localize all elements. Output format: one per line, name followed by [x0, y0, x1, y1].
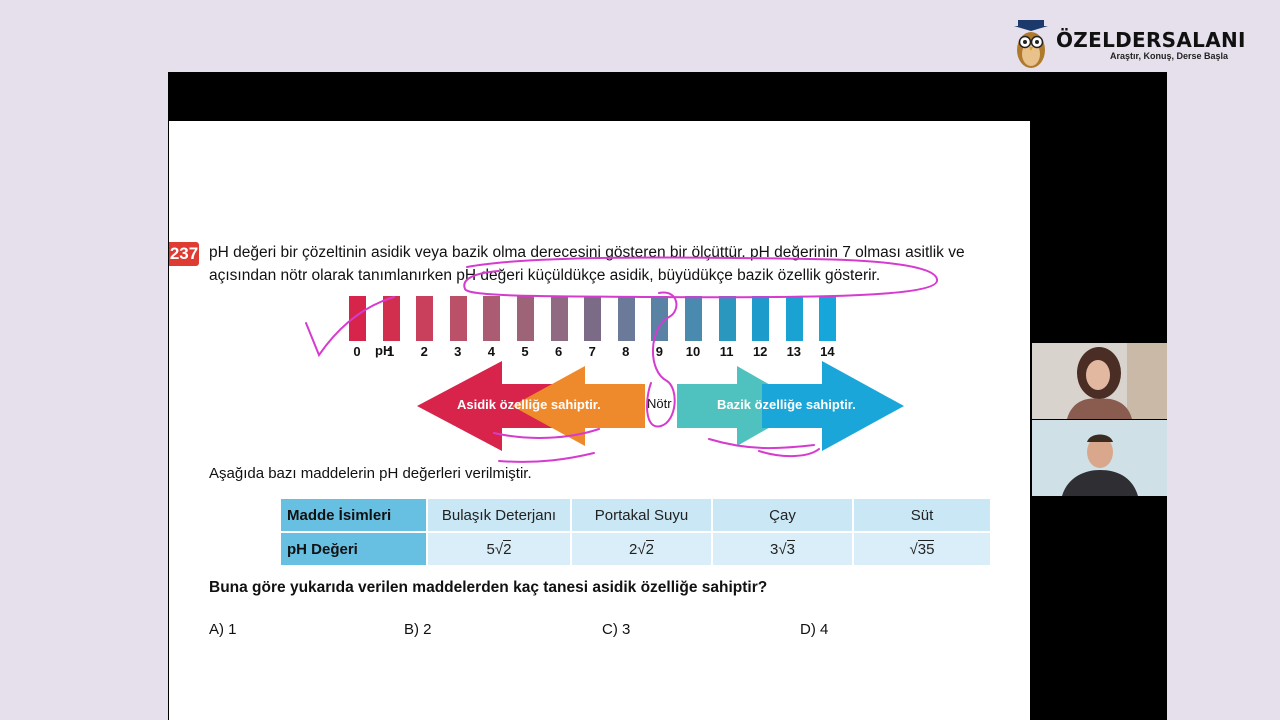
- question-prompt: Buna göre yukarıda verilen maddelerden k…: [209, 579, 768, 596]
- brand-logo: ÖZELDERSALANI Araştır, Konuş, Derse Başl…: [1012, 18, 1245, 72]
- substance-name: Bulaşık Deterjanı: [428, 499, 570, 531]
- ph-number-9: 9: [655, 344, 663, 359]
- table-header-substances: Madde İsimleri: [281, 499, 426, 531]
- ph-bar-11: [718, 296, 736, 341]
- substance-name: Çay: [713, 499, 852, 531]
- ph-bar-12: [752, 296, 770, 341]
- ph-number-3: 3: [454, 344, 462, 359]
- ph-number-8: 8: [622, 344, 630, 359]
- ph-number-7: 7: [588, 344, 596, 359]
- ph-number-12: 12: [752, 344, 768, 359]
- ph-bar-8: [617, 296, 635, 341]
- question-slide: 237 pH değeri bir çözeltinin asidik veya…: [169, 121, 1030, 720]
- person-icon: [1032, 343, 1167, 419]
- ph-number-11: 11: [719, 344, 734, 359]
- coefficient: 2: [629, 540, 638, 558]
- brand-tagline: Araştır, Konuş, Derse Başla: [1110, 51, 1229, 61]
- question-number-badge: 237: [169, 242, 199, 266]
- ph-number-13: 13: [786, 344, 802, 359]
- acid-arrow-light: [512, 366, 645, 446]
- radicand: 3: [786, 539, 795, 558]
- owl-mascot-icon: [1014, 20, 1048, 68]
- table-row: pH Değeri 5√2 2√2 3√3 √35: [281, 533, 990, 565]
- ph-bar-6: [550, 296, 568, 341]
- ph-bar-13: [785, 296, 803, 341]
- sqrt-icon: √: [909, 540, 918, 558]
- ph-bar-14: [819, 296, 837, 341]
- webcam-teacher: [1032, 343, 1167, 419]
- ph-value-cell: √35: [854, 533, 990, 565]
- ph-values-table: Madde İsimleri Bulaşık Deterjanı Portaka…: [279, 497, 992, 567]
- base-arrow-dark: [762, 361, 904, 451]
- ph-value-cell: 5√2: [428, 533, 570, 565]
- ph-bar-7: [584, 296, 602, 341]
- ph-bar-5: [517, 296, 534, 341]
- intro-line-2: açısından nötr olarak tanımlanırken pH d…: [209, 267, 881, 284]
- ph-number-14: 14: [820, 344, 835, 359]
- ph-number-6: 6: [554, 344, 563, 359]
- ph-number-10: 10: [685, 344, 701, 359]
- coefficient: 3: [770, 540, 779, 558]
- ph-bar-2: [416, 296, 434, 341]
- option-d[interactable]: D) 4: [800, 621, 829, 638]
- question-intro: pH değeri bir çözeltinin asidik veya baz…: [209, 241, 1029, 287]
- base-arrow-light: [677, 366, 807, 446]
- sqrt-icon: √: [494, 540, 504, 558]
- ph-number-1: 1: [386, 344, 395, 359]
- ph-number-2: 2: [420, 344, 428, 359]
- ph-bar-1: [382, 296, 400, 341]
- option-a[interactable]: A) 1: [209, 621, 237, 638]
- option-c[interactable]: C) 3: [602, 621, 631, 638]
- webcam-student: [1032, 420, 1167, 496]
- option-b[interactable]: B) 2: [404, 621, 432, 638]
- ph-value-cell: 3√3: [713, 533, 852, 565]
- sqrt-icon: √: [778, 540, 787, 558]
- neutral-label: Nötr: [647, 396, 672, 411]
- ph-bar-3: [449, 296, 467, 341]
- substance-name: Süt: [854, 499, 990, 531]
- ph-bar-0: [349, 296, 366, 341]
- radicand: 2: [503, 539, 512, 558]
- radicand: 35: [917, 539, 935, 558]
- given-text: Aşağıda bazı maddelerin pH değerleri ver…: [209, 465, 532, 482]
- acid-base-arrows: [417, 361, 904, 451]
- sqrt-icon: √: [637, 540, 646, 558]
- base-label: Bazik özelliğe sahiptir.: [717, 397, 856, 412]
- table-header-ph: pH Değeri: [281, 533, 426, 565]
- ph-bar-9: [651, 296, 669, 341]
- ph-number-5: 5: [521, 344, 529, 359]
- brand-name: ÖZELDERSALANI: [1056, 28, 1246, 52]
- ph-number-4: 4: [487, 344, 495, 359]
- radicand: 2: [645, 539, 654, 558]
- person-icon: [1032, 420, 1167, 496]
- ph-value-cell: 2√2: [572, 533, 711, 565]
- coefficient: 5: [486, 540, 495, 558]
- intro-line-1: pH değeri bir çözeltinin asidik veya baz…: [209, 244, 965, 261]
- ph-bar-4: [483, 296, 501, 341]
- ph-bar-10: [685, 296, 702, 341]
- acid-arrow-dark: [417, 361, 567, 451]
- table-row: Madde İsimleri Bulaşık Deterjanı Portaka…: [281, 499, 990, 531]
- ph-number-0: 0: [353, 344, 361, 359]
- substance-name: Portakal Suyu: [572, 499, 711, 531]
- acid-label: Asidik özelliğe sahiptir.: [457, 397, 601, 412]
